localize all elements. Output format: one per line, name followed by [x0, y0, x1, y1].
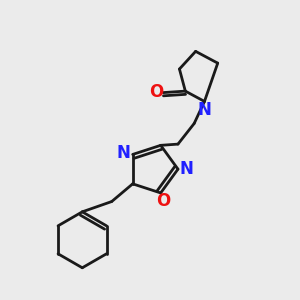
Text: N: N	[117, 144, 131, 162]
Text: N: N	[197, 101, 212, 119]
Text: O: O	[149, 83, 163, 101]
Text: O: O	[157, 192, 171, 210]
Text: N: N	[180, 160, 194, 178]
